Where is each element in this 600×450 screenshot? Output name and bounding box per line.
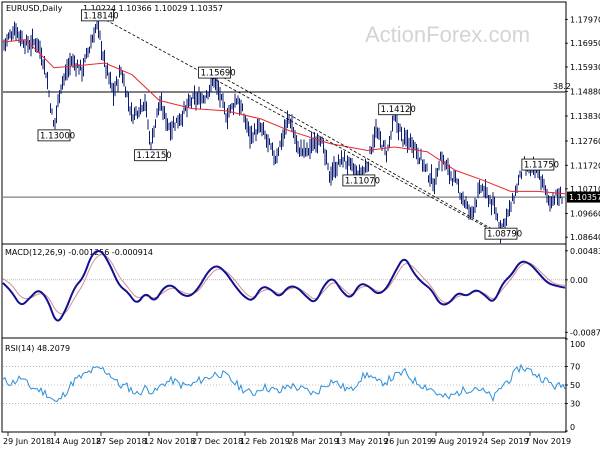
price-y-tick-label: 1.14880 [570, 87, 600, 96]
macd-y-axis: 0.004832 0.00 -0.008718 [565, 247, 600, 337]
x-tick-label: 27 Dec 2018 [192, 437, 243, 446]
last-price-tag [567, 191, 600, 203]
rsi-y-tick-label: 0 [570, 423, 575, 432]
rsi-y-tick-label: 70 [570, 363, 580, 372]
rsi-y-tick-label: 30 [570, 399, 580, 408]
chart-symbol: EURUSD,Daily [6, 4, 63, 13]
price-annotation-box [198, 66, 231, 79]
rsi-y-tick-label: 100 [570, 340, 585, 349]
macd-label: MACD(12,26,9) -0.001256 -0.000914 [5, 248, 153, 257]
macd-y-tick-label: 0.00 [570, 276, 588, 285]
price-y-axis: 1.17970 1.16950 1.15930 1.14880 1.13830 1.127… [565, 15, 600, 242]
macd-y-tick-label: -0.008718 [570, 328, 600, 337]
macd-line [2, 250, 566, 322]
price-annotation-box [134, 149, 167, 162]
moving-average-line [2, 39, 566, 195]
x-tick-label: 12 Feb 2019 [240, 437, 290, 446]
price-annotation-box [342, 174, 376, 187]
x-tick-label: 13 May 2019 [336, 437, 388, 446]
rsi-label: RSI(14) 48.2079 [5, 344, 70, 353]
chart-ohlc: 1.10224 1.10366 1.10029 1.10357 [83, 4, 223, 13]
x-tick-label: 26 Jun 2019 [384, 437, 432, 446]
price-annotation-label: 1.13000 [40, 131, 75, 141]
x-tick-label: 7 Nov 2019 [525, 437, 571, 446]
rsi-layer [2, 363, 566, 404]
x-tick-label: 29 Jun 2018 [3, 437, 51, 446]
price-y-tick-label: 1.15930 [570, 63, 600, 72]
price-annotation-box [521, 158, 555, 171]
trend-channel-line [214, 72, 501, 234]
price-y-tick-label: 1.13830 [570, 112, 600, 121]
price-y-tick-label: 1.17970 [570, 15, 600, 24]
price-annotation-label: 1.11750 [524, 161, 559, 171]
x-tick-label: 28 Mar 2019 [288, 437, 339, 446]
price-y-tick-label: 1.11720 [570, 161, 600, 170]
price-annotation-box [484, 227, 518, 240]
price-annotation-label: 1.11070 [345, 176, 380, 186]
price-annotation-box [37, 129, 71, 142]
price-annotation-box [80, 9, 114, 22]
price-annotation-box [378, 103, 412, 116]
annotation-layer: 38.2 1.18140 1.13000 1.12150 1.15690 1.14120 1… [37, 9, 571, 240]
price-annotation-label: 1.15690 [201, 69, 236, 79]
x-tick-label: 14 Aug 2018 [50, 437, 101, 446]
x-tick-label: 27 Sep 2018 [96, 437, 147, 446]
price-y-tick-label: 1.10710 [570, 185, 600, 194]
x-tick-label: 9 Aug 2019 [431, 437, 477, 446]
last-price-tag-label: 1.10357 [569, 193, 600, 202]
price-y-tick-label: 1.08640 [570, 233, 600, 242]
price-annotation-label: 1.12150 [137, 151, 172, 161]
macd-layer [2, 250, 566, 322]
x-tick-label: 24 Sep 2019 [478, 437, 529, 446]
price-y-tick-label: 1.09660 [570, 209, 600, 218]
rsi-line [2, 363, 566, 403]
trend-channel-line [97, 15, 490, 230]
price-y-tick-label: 1.12760 [570, 137, 600, 146]
price-annotation-label: 1.08790 [487, 230, 522, 240]
rsi-y-tick-label: 50 [570, 381, 580, 390]
price-y-tick-label: 1.16950 [570, 39, 600, 48]
x-tick-label: 12 Nov 2018 [144, 437, 195, 446]
fib-level-label: 38.2 [553, 82, 571, 91]
price-annotation-label: 1.18140 [83, 11, 118, 21]
macd-y-tick-label: 0.004832 [570, 247, 600, 256]
rsi-y-axis: 100 70 50 30 0 [565, 338, 585, 432]
price-annotation-label: 1.14120 [381, 105, 416, 115]
price-layer [2, 15, 566, 244]
watermark: ActionForex.com [365, 22, 530, 47]
